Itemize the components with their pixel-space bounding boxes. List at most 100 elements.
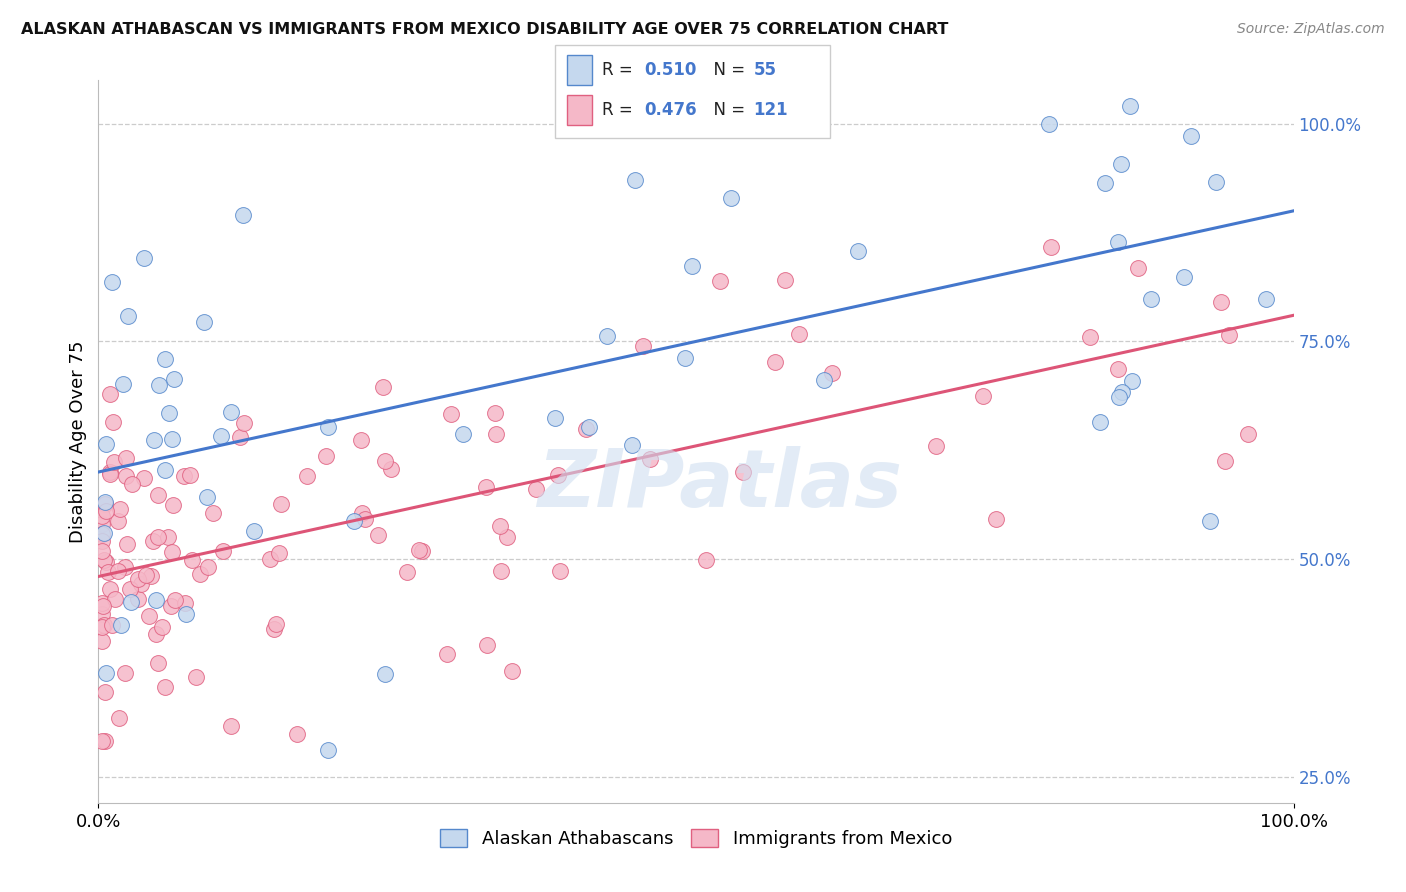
Point: [316, 743, 339, 757]
Point: [411, 543, 433, 558]
Point: [94, 498, 117, 512]
Point: [91, 599, 114, 613]
Point: [232, 208, 254, 222]
Point: [146, 656, 169, 670]
Point: [720, 191, 742, 205]
Point: [575, 422, 598, 436]
Point: [91, 734, 114, 748]
Point: [1218, 328, 1240, 343]
Point: [350, 434, 373, 448]
Point: [145, 593, 167, 607]
Point: [352, 507, 374, 521]
Point: [640, 451, 662, 466]
Point: [107, 514, 129, 528]
Point: [98, 465, 121, 479]
Point: [1111, 384, 1133, 399]
Point: [1107, 361, 1129, 376]
Point: [485, 426, 508, 441]
Point: [91, 527, 114, 541]
Point: [219, 719, 242, 733]
Point: [91, 534, 114, 549]
Point: [233, 417, 256, 431]
Point: [212, 544, 235, 558]
Point: [371, 380, 394, 394]
Point: [1211, 295, 1233, 310]
Point: [1180, 129, 1202, 144]
Point: [263, 622, 285, 636]
Point: [547, 468, 569, 483]
Point: [813, 373, 835, 387]
Point: [174, 607, 197, 621]
Point: [108, 711, 131, 725]
Point: [94, 504, 117, 518]
Point: [316, 420, 339, 434]
Point: [91, 596, 114, 610]
Point: [93, 526, 115, 541]
Point: [159, 599, 181, 613]
Point: [141, 569, 163, 583]
Point: [548, 565, 571, 579]
Point: [91, 509, 114, 524]
Point: [775, 273, 797, 287]
Point: [209, 429, 232, 443]
Text: N =: N =: [703, 101, 751, 120]
Point: [94, 734, 117, 748]
Point: [93, 553, 115, 567]
Point: [1140, 292, 1163, 306]
Point: [624, 173, 647, 187]
Point: [1119, 99, 1142, 113]
Point: [142, 533, 165, 548]
Point: [138, 609, 160, 624]
Point: [596, 329, 619, 343]
Point: [1173, 270, 1195, 285]
Point: [354, 512, 377, 526]
Point: [374, 666, 396, 681]
Point: [162, 498, 184, 512]
Point: [197, 560, 219, 574]
Text: N =: N =: [703, 61, 751, 79]
Point: [495, 530, 517, 544]
Point: [1107, 235, 1129, 249]
Point: [436, 647, 458, 661]
Text: ZIPatlas: ZIPatlas: [537, 446, 903, 524]
Point: [1128, 260, 1150, 275]
Point: [173, 469, 195, 483]
Point: [110, 502, 132, 516]
Text: ALASKAN ATHABASCAN VS IMMIGRANTS FROM MEXICO DISABILITY AGE OVER 75 CORRELATION : ALASKAN ATHABASCAN VS IMMIGRANTS FROM ME…: [21, 22, 949, 37]
Point: [763, 355, 786, 369]
Point: [474, 480, 496, 494]
Point: [120, 582, 142, 596]
Point: [787, 327, 810, 342]
Point: [475, 638, 498, 652]
Point: [103, 455, 125, 469]
Point: [101, 275, 124, 289]
Point: [259, 552, 281, 566]
Point: [925, 439, 948, 453]
Point: [846, 244, 869, 258]
Point: [132, 471, 155, 485]
Point: [165, 593, 187, 607]
Point: [709, 274, 731, 288]
Point: [96, 555, 118, 569]
Text: 55: 55: [754, 61, 776, 79]
Point: [163, 372, 186, 386]
Point: [488, 519, 510, 533]
Point: [1040, 240, 1063, 254]
Point: [673, 351, 696, 365]
Point: [103, 592, 125, 607]
Y-axis label: Disability Age Over 75: Disability Age Over 75: [69, 340, 87, 543]
Point: [146, 530, 169, 544]
Point: [484, 406, 506, 420]
Point: [117, 309, 139, 323]
Point: [1078, 330, 1101, 344]
Point: [94, 437, 117, 451]
Point: [162, 432, 184, 446]
Point: [142, 433, 165, 447]
Point: [114, 560, 136, 574]
Point: [367, 528, 389, 542]
Point: [98, 467, 121, 482]
Point: [120, 595, 142, 609]
Point: [544, 411, 567, 425]
Point: [1198, 514, 1220, 528]
Point: [150, 620, 173, 634]
